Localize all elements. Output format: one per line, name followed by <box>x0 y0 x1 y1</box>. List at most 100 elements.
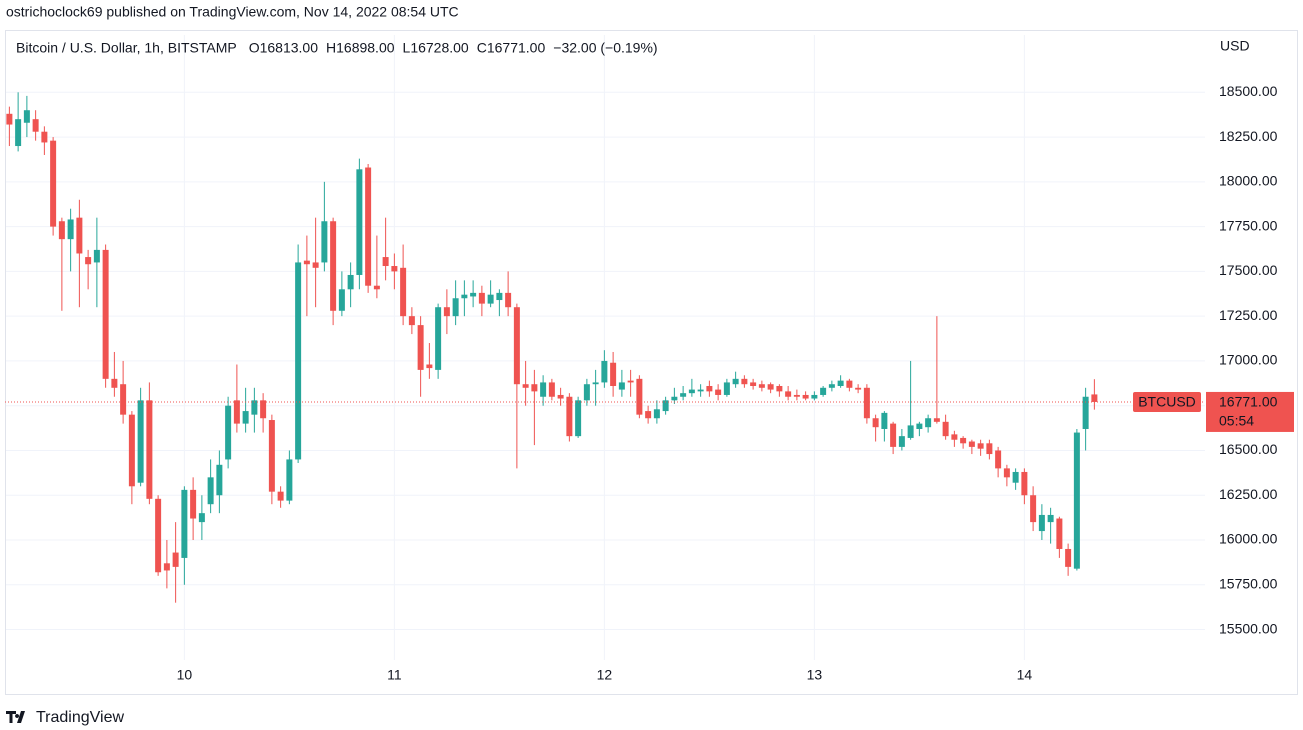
y-tick-label: 16500.00 <box>1219 441 1278 457</box>
y-tick-label: 17000.00 <box>1219 352 1278 368</box>
candle-body <box>198 513 205 523</box>
candle-body <box>968 441 975 447</box>
candle-body <box>942 421 949 437</box>
candle-body <box>242 411 249 424</box>
candle-body <box>356 169 363 275</box>
candle-body <box>443 307 450 317</box>
candle-body <box>487 294 494 304</box>
candle-body <box>172 552 179 567</box>
price-tag <box>1206 391 1294 432</box>
candle-body <box>653 409 660 419</box>
candle-body <box>67 219 74 240</box>
candle-body <box>461 294 468 299</box>
y-tick-label: 17250.00 <box>1219 307 1278 323</box>
candle-body <box>715 389 722 395</box>
candle-body <box>986 443 993 455</box>
candle-body <box>1003 468 1010 478</box>
legend-change: −32.00 (−0.19%) <box>553 40 657 56</box>
price-tag-value: 16771.00 <box>1219 394 1278 410</box>
candle-body <box>207 477 214 505</box>
legend-key: H <box>326 40 336 56</box>
candle-body <box>793 394 800 397</box>
candle-body <box>76 217 83 254</box>
legend-value: 16771.00 <box>487 40 546 56</box>
y-tick-label: 16250.00 <box>1219 486 1278 502</box>
candle-body <box>846 380 853 388</box>
y-tick-label: 18250.00 <box>1219 128 1278 144</box>
candle-body <box>618 382 625 390</box>
candle-body <box>391 266 398 272</box>
candle-body <box>137 400 144 483</box>
candle-body <box>907 425 914 438</box>
candle-body <box>610 362 617 387</box>
candle-body <box>977 443 984 449</box>
candle-body <box>120 384 127 415</box>
candle-body <box>190 489 197 519</box>
y-tick-label: 15500.00 <box>1219 620 1278 636</box>
candle-body <box>680 393 687 397</box>
candle-body <box>872 418 879 428</box>
logo-icon <box>6 711 25 723</box>
candle-body <box>837 380 844 387</box>
candle-body <box>286 459 293 501</box>
x-tick-label: 14 <box>1017 667 1033 683</box>
footer-logo: TradingView <box>6 709 124 726</box>
candle-body <box>1056 518 1063 549</box>
candle-body <box>277 491 284 501</box>
candle-body <box>496 292 503 301</box>
candle-body <box>1030 495 1037 523</box>
x-tick-label: 13 <box>807 667 823 683</box>
candle-body <box>93 249 100 263</box>
candle-body <box>881 412 888 429</box>
candle-body <box>233 400 240 424</box>
candle-body <box>785 391 792 397</box>
candle-body <box>1073 432 1080 569</box>
candle-body <box>330 221 337 311</box>
candle-body <box>50 140 57 227</box>
y-tick-label: 17750.00 <box>1219 217 1278 233</box>
y-tick-label: 15750.00 <box>1219 575 1278 591</box>
candle-body <box>662 400 669 412</box>
x-tick-label: 10 <box>177 667 193 683</box>
candle-body <box>933 418 940 422</box>
legend: Bitcoin / U.S. Dollar, 1h, BITSTAMP O 168… <box>16 40 658 56</box>
candle-body <box>426 364 433 369</box>
candle-body <box>776 386 783 392</box>
candle-body <box>338 289 345 311</box>
candle-body <box>916 423 923 429</box>
candle-body <box>6 113 13 125</box>
candle-body <box>855 387 862 390</box>
symbol-tag <box>1133 391 1201 412</box>
y-tick-label: 18500.00 <box>1219 83 1278 99</box>
x-tick-label: 11 <box>387 667 402 683</box>
legend-key: O <box>249 40 260 56</box>
candle-body <box>1012 471 1019 483</box>
candle-body <box>1065 548 1072 567</box>
candle-body <box>828 384 835 388</box>
candle-body <box>32 119 39 132</box>
candle-body <box>452 298 459 317</box>
candle-body <box>671 396 678 401</box>
candle-body <box>1021 471 1028 496</box>
candle-body <box>128 414 135 487</box>
candle-body <box>312 262 319 268</box>
legend-key: L <box>403 40 411 56</box>
candle-body <box>303 260 310 265</box>
candle-body <box>592 382 599 385</box>
candle-body <box>181 489 188 558</box>
candle-body <box>435 307 442 370</box>
candle-body <box>216 464 223 496</box>
candle-body <box>1082 396 1089 429</box>
candle-body <box>575 400 582 437</box>
candle-body <box>373 285 380 290</box>
footer-text: TradingView <box>36 709 124 726</box>
candle-body <box>522 384 529 388</box>
attribution: ostrichoclock69 published on TradingView… <box>6 4 459 20</box>
x-tick-label: 12 <box>597 667 613 683</box>
candle-body <box>146 400 153 499</box>
candle-body <box>102 249 109 379</box>
candle-body <box>601 360 608 383</box>
candle-body <box>268 420 275 492</box>
